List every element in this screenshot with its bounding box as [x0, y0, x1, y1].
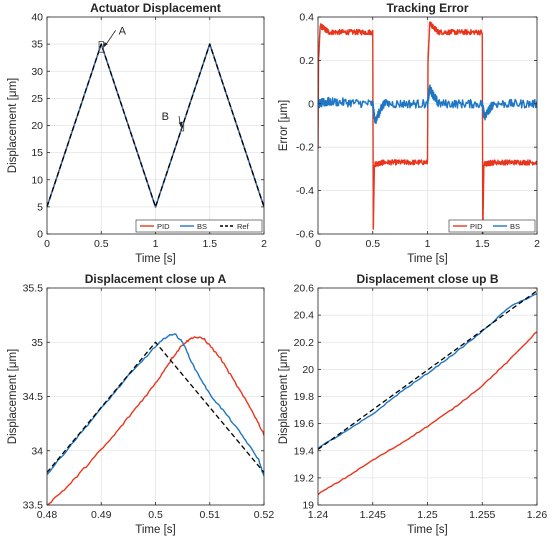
x-tick-label: 0.5: [94, 238, 109, 250]
x-tick-label: 0.5: [148, 509, 163, 521]
zoom-box-a: [98, 41, 104, 53]
legend: PID BS Ref: [135, 219, 263, 233]
y-tick-label: 20: [31, 120, 43, 132]
y-tick-label: 0.2: [299, 55, 314, 67]
chart-title: Tracking Error: [386, 1, 468, 15]
series-line-ref: [47, 43, 264, 208]
x-tick-label: 0.52: [254, 509, 275, 521]
annotation-arrowhead: [103, 42, 108, 47]
y-tick-label: 20.4: [294, 310, 315, 322]
legend-label-bs: BS: [197, 222, 207, 231]
y-tick-label: -0.4: [296, 185, 314, 197]
y-tick-label: 19.4: [294, 445, 315, 457]
y-tick-label: 33.5: [23, 500, 44, 512]
y-tick-label: 19.8: [294, 391, 315, 403]
legend-label-pid: PID: [470, 222, 483, 231]
series-line-pid: [47, 336, 264, 505]
y-axis-label: Error [μm]: [278, 100, 290, 151]
x-tick-label: 0: [44, 238, 50, 250]
y-tick-label: 30: [31, 66, 43, 78]
y-tick-label: 20.2: [294, 337, 315, 349]
y-tick-label: 34: [31, 445, 43, 457]
y-tick-label: 35: [31, 337, 43, 349]
legend-box: [448, 219, 536, 233]
chart-title: Displacement close up B: [356, 272, 498, 286]
y-tick-label: 40: [31, 12, 43, 24]
x-tick-label: 2: [534, 238, 540, 250]
y-tick-label: 19: [302, 500, 314, 512]
y-tick-label: 10: [31, 174, 43, 186]
legend-label-ref: Ref: [237, 222, 250, 231]
x-axis-label: Time [s]: [135, 253, 175, 265]
chart-panel-3: 0.48 0.49 0.5 0.51 0.52 33.5 34 34.5 35 35.5 Displ…: [7, 272, 274, 536]
x-tick-label: 0.5: [365, 238, 380, 250]
x-tick-label: 0.51: [200, 509, 221, 521]
chart-panel-2: 0 0.5 1 1.5 2 -0.6 -0.4 -0.2 0 0.2 0.4 Tracking Err…: [278, 1, 540, 265]
series-group: [47, 333, 264, 505]
x-axis-label: Time [s]: [135, 524, 175, 536]
series-line-bs: [318, 84, 537, 125]
legend-label-pid: PID: [157, 222, 170, 231]
x-tick-label: 1.5: [202, 238, 217, 250]
y-tick-label: 19.2: [294, 472, 315, 484]
annotation-label-a: A: [119, 25, 127, 37]
y-axis-label: Displacement [μm]: [278, 349, 290, 444]
y-tick-label: 35.5: [23, 283, 44, 295]
y-tick-label: 20.6: [294, 283, 315, 295]
series-line-ref: [47, 341, 264, 473]
y-tick-label: 34.5: [23, 391, 44, 403]
x-tick-label: 1: [425, 238, 431, 250]
y-axis-label: Displacement [μm]: [7, 78, 19, 173]
x-axis-label: Time [s]: [407, 524, 447, 536]
chart-title: Displacement close up A: [85, 272, 227, 286]
x-axis-label: Time [s]: [407, 253, 447, 265]
series-group: [318, 290, 537, 496]
annotation-label-b: B: [162, 111, 169, 123]
y-tick-label: 25: [31, 93, 43, 105]
chart-panel-4: 1.24 1.245 1.25 1.255 1.26 19 19.2 19.4 19.6 19.8…: [278, 272, 547, 536]
series-line-pid: [318, 21, 537, 234]
x-tick-label: 1.24: [308, 509, 329, 521]
y-tick-label: 5: [37, 201, 43, 213]
x-tick-label: 0.49: [91, 509, 112, 521]
y-tick-label: 35: [31, 39, 43, 51]
annotation-arrowhead: [178, 121, 183, 127]
x-tick-label: 1.25: [417, 509, 438, 521]
y-tick-label: 15: [31, 147, 43, 159]
series-line-ref: [318, 290, 537, 450]
legend-box: [135, 219, 263, 233]
x-tick-label: 1.245: [360, 509, 386, 521]
x-tick-label: 1.5: [475, 238, 490, 250]
y-tick-label: 19.6: [294, 418, 315, 430]
series-line-bs: [318, 293, 537, 450]
y-tick-label: -0.2: [296, 142, 314, 154]
series-line-pid: [318, 331, 537, 496]
x-tick-label: 2: [261, 238, 267, 250]
series-group: [47, 43, 264, 208]
x-tick-label: 1.26: [527, 509, 548, 521]
x-tick-label: 1.255: [469, 509, 495, 521]
x-tick-label: 0: [315, 238, 321, 250]
series-group: [318, 21, 537, 234]
y-tick-label: -0.6: [296, 229, 314, 241]
x-tick-label: 0.48: [37, 509, 58, 521]
x-tick-label: 1: [153, 238, 159, 250]
y-tick-label: 20: [302, 364, 314, 376]
y-tick-label: 0: [308, 98, 314, 110]
y-tick-label: 0.4: [299, 12, 314, 24]
y-tick-label: 0: [37, 229, 43, 241]
chart-title: Actuator Displacement: [90, 1, 221, 15]
y-axis-label: Displacement [μm]: [7, 349, 19, 444]
legend: PID BS: [448, 219, 536, 233]
zoom-box-b: [181, 121, 185, 132]
legend-label-bs: BS: [510, 222, 520, 231]
